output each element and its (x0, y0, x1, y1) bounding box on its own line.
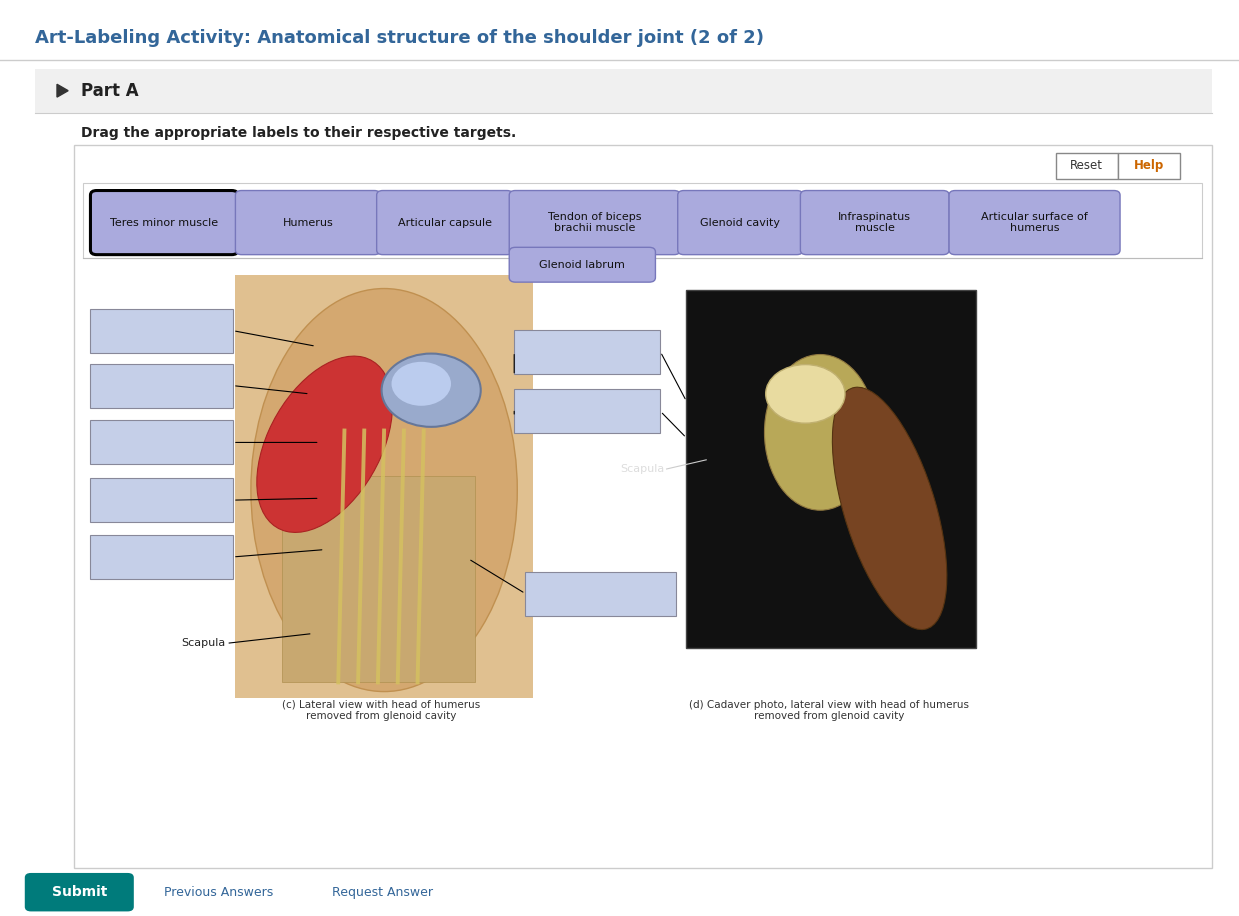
FancyBboxPatch shape (83, 183, 1202, 258)
Ellipse shape (256, 356, 393, 532)
FancyBboxPatch shape (514, 389, 660, 433)
Text: Help: Help (1134, 159, 1163, 172)
Text: Request Answer: Request Answer (332, 886, 434, 899)
Text: Articular surface of
humerus: Articular surface of humerus (981, 212, 1088, 234)
Circle shape (382, 354, 481, 427)
FancyBboxPatch shape (90, 309, 233, 353)
Circle shape (766, 365, 845, 423)
Text: (d) Cadaver photo, lateral view with head of humerus
removed from glenoid cavity: (d) Cadaver photo, lateral view with hea… (689, 700, 969, 722)
Text: Part A: Part A (81, 82, 139, 100)
Bar (686, 290, 976, 648)
FancyBboxPatch shape (35, 69, 1212, 113)
FancyBboxPatch shape (25, 873, 134, 911)
FancyBboxPatch shape (525, 572, 676, 616)
FancyBboxPatch shape (1118, 153, 1180, 179)
Text: Scapula: Scapula (181, 638, 225, 648)
FancyBboxPatch shape (509, 191, 680, 255)
Circle shape (392, 362, 451, 406)
Ellipse shape (250, 289, 518, 692)
Text: Drag the appropriate labels to their respective targets.: Drag the appropriate labels to their res… (81, 126, 515, 140)
Text: Previous Answers: Previous Answers (164, 886, 273, 899)
FancyBboxPatch shape (90, 364, 233, 408)
Text: Teres minor muscle: Teres minor muscle (110, 218, 218, 227)
Text: (c) Lateral view with head of humerus
removed from glenoid cavity: (c) Lateral view with head of humerus re… (282, 700, 481, 722)
Text: Scapula: Scapula (620, 464, 664, 474)
Polygon shape (57, 84, 68, 97)
FancyBboxPatch shape (90, 478, 233, 522)
FancyBboxPatch shape (949, 191, 1120, 255)
Text: Articular capsule: Articular capsule (398, 218, 492, 227)
FancyBboxPatch shape (1056, 153, 1118, 179)
FancyBboxPatch shape (90, 420, 233, 464)
Text: Glenoid labrum: Glenoid labrum (539, 260, 626, 269)
FancyBboxPatch shape (514, 330, 660, 374)
Ellipse shape (389, 359, 466, 425)
FancyBboxPatch shape (509, 247, 655, 282)
FancyBboxPatch shape (377, 191, 513, 255)
FancyBboxPatch shape (74, 145, 1212, 868)
Text: Tendon of biceps
brachii muscle: Tendon of biceps brachii muscle (548, 212, 642, 234)
FancyBboxPatch shape (678, 191, 803, 255)
Text: Submit: Submit (52, 885, 107, 900)
FancyBboxPatch shape (235, 191, 380, 255)
Bar (235, 275, 533, 698)
FancyBboxPatch shape (800, 191, 949, 255)
Text: Humerus: Humerus (282, 218, 333, 227)
Text: Glenoid cavity: Glenoid cavity (700, 218, 781, 227)
Text: Art-Labeling Activity: Anatomical structure of the shoulder joint (2 of 2): Art-Labeling Activity: Anatomical struct… (35, 29, 763, 48)
Text: Infraspinatus
muscle: Infraspinatus muscle (839, 212, 911, 234)
Ellipse shape (764, 354, 876, 510)
Ellipse shape (833, 387, 947, 629)
Bar (282, 476, 475, 682)
FancyBboxPatch shape (90, 535, 233, 579)
Text: Reset: Reset (1070, 159, 1103, 172)
FancyBboxPatch shape (90, 191, 238, 255)
